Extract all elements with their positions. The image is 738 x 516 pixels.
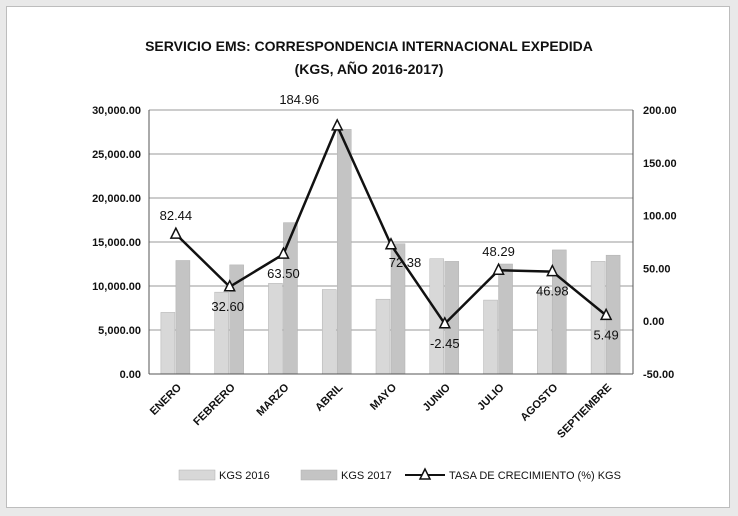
data-label: 48.29 xyxy=(482,244,515,259)
bar xyxy=(498,263,513,375)
x-category-label: ABRIL xyxy=(313,381,345,413)
legend-swatch xyxy=(178,469,216,481)
legend: KGS 2016 KGS 2017 TASA DE CRECIMIENTO (%) … xyxy=(178,467,621,482)
y-left-tick-label: 5,000.00 xyxy=(98,325,141,337)
triangle-marker xyxy=(492,262,505,275)
bar xyxy=(483,299,498,375)
bar xyxy=(429,258,445,375)
category-labels: ENERO FEBRERO MARZO ABRIL MAYO JUNIO JULIO AGOS… xyxy=(148,381,614,440)
triangle-marker xyxy=(223,279,236,292)
bar xyxy=(268,283,283,375)
y-right-tick-label: -50.00 xyxy=(643,369,674,381)
data-label: 63.50 xyxy=(267,266,300,281)
tick-labels: 0.00 5,000.00 10,000.00 15,000.00 20,000.00 2… xyxy=(92,105,677,381)
bar xyxy=(375,298,391,375)
legend-marker xyxy=(418,467,432,480)
data-label: 5.49 xyxy=(593,327,618,342)
data-label: 72.38 xyxy=(389,255,422,270)
x-category-label: SEPTIEMBRE xyxy=(555,382,614,441)
bar xyxy=(336,129,352,375)
chart-title: SERVICIO EMS: CORRESPONDENCIA INTERNACIO… xyxy=(145,38,593,54)
y-right-tick-label: 0.00 xyxy=(643,316,664,328)
y-left-tick-label: 20,000.00 xyxy=(92,193,141,205)
y-right-tick-label: 100.00 xyxy=(643,211,677,223)
bar xyxy=(283,222,298,375)
triangle-marker xyxy=(438,316,451,329)
data-labels: 82.44 32.60 63.50 184.96 72.38 -2.45 48.29 46.9… xyxy=(160,92,619,351)
triangle-marker xyxy=(599,307,613,321)
triangle-marker xyxy=(277,246,290,259)
triangle-marker xyxy=(331,118,344,131)
legend-label: TASA DE CRECIMIENTO (%) KGS xyxy=(449,470,621,482)
x-category-label: JUNIO xyxy=(421,381,454,414)
triangle-marker xyxy=(546,263,559,277)
bar xyxy=(160,312,176,375)
x-category-label: MARZO xyxy=(255,381,292,418)
data-label: 46.98 xyxy=(536,284,569,299)
y-left-tick-label: 10,000.00 xyxy=(92,281,141,293)
triangle-marker xyxy=(169,226,183,239)
y-left-tick-label: 30,000.00 xyxy=(92,105,141,117)
legend-swatch xyxy=(300,469,338,481)
y-right-tick-label: 50.00 xyxy=(643,263,671,275)
x-category-label: ENERO xyxy=(148,381,184,417)
x-category-label: MAYO xyxy=(368,381,399,412)
bar xyxy=(175,260,191,375)
growth-line xyxy=(169,118,613,329)
bars xyxy=(160,129,621,375)
y-right-tick-label: 150.00 xyxy=(643,158,677,170)
data-label: -2.45 xyxy=(430,336,460,351)
legend-label: KGS 2017 xyxy=(341,470,392,482)
bar xyxy=(537,290,552,375)
y-left-tick-label: 0.00 xyxy=(120,369,141,381)
chart-frame: SERVICIO EMS: CORRESPONDENCIA INTERNACIO… xyxy=(6,6,730,508)
chart: SERVICIO EMS: CORRESPONDENCIA INTERNACIO… xyxy=(92,38,677,482)
data-label: 82.44 xyxy=(160,208,193,223)
data-label: 32.60 xyxy=(211,299,244,314)
triangle-marker xyxy=(384,237,398,250)
axes xyxy=(148,110,634,375)
legend-label: KGS 2016 xyxy=(219,470,270,482)
bar xyxy=(321,289,337,375)
chart-subtitle: (KGS, AÑO 2016-2017) xyxy=(295,60,444,77)
x-category-label: FEBRERO xyxy=(191,381,238,428)
x-category-label: JULIO xyxy=(475,381,507,413)
data-label: 184.96 xyxy=(279,92,319,107)
y-left-tick-label: 15,000.00 xyxy=(92,237,141,249)
y-right-tick-label: 200.00 xyxy=(643,105,677,117)
x-category-label: AGOSTO xyxy=(518,381,560,423)
y-left-tick-label: 25,000.00 xyxy=(92,149,141,161)
